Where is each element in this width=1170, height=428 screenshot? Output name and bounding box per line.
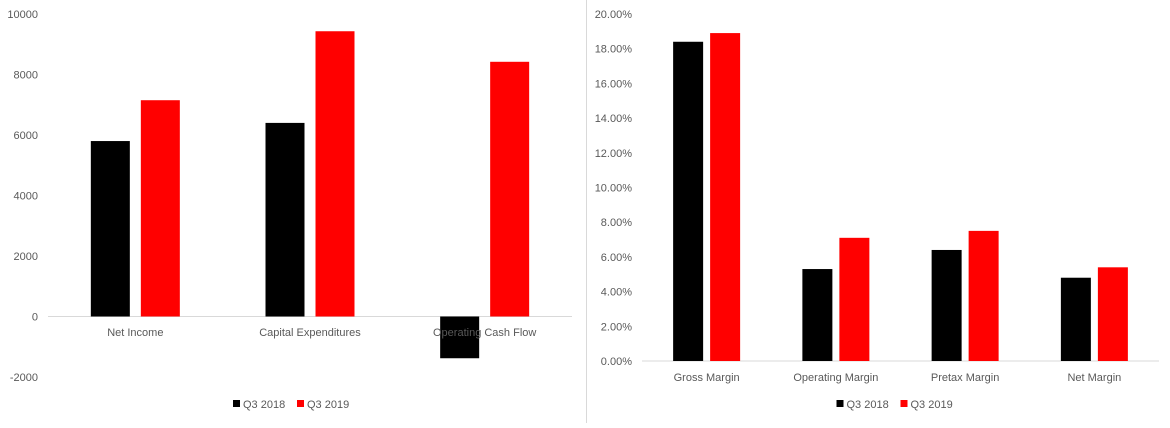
y-tick-label: 4.00% bbox=[601, 287, 632, 299]
y-tick-label: -2000 bbox=[10, 372, 38, 384]
legend-label: Q3 2018 bbox=[243, 399, 285, 411]
bar-q3-2018-net-margin bbox=[1060, 277, 1091, 361]
bar-q3-2019-pretax-margin bbox=[968, 230, 999, 361]
category-label: Pretax Margin bbox=[931, 372, 999, 384]
y-tick-label: 6.00% bbox=[601, 252, 632, 264]
bar-q3-2018-capital-expenditures bbox=[265, 122, 305, 317]
margins-bar-chart: 0.00% 2.00% 4.00% 6.00% 8.00% 10.00% 12.00% 14.… bbox=[595, 9, 1159, 411]
y-tick-label: 14.00% bbox=[595, 113, 633, 125]
y-tick-label: 10.00% bbox=[595, 183, 633, 195]
legend-swatch bbox=[836, 400, 844, 407]
category-label: Operating Cash Flow bbox=[433, 327, 536, 339]
bar-q3-2019-operating-cash-flow bbox=[490, 61, 530, 317]
category-label: Net Margin bbox=[1067, 372, 1121, 384]
category-label: Net Income bbox=[107, 327, 163, 339]
bar-q3-2018-pretax-margin bbox=[931, 249, 962, 361]
y-tick-label: 6000 bbox=[14, 130, 38, 142]
legend-label: Q3 2018 bbox=[847, 399, 889, 411]
bar-q3-2019-net-margin bbox=[1097, 267, 1128, 361]
y-tick-label: 16.00% bbox=[595, 78, 633, 90]
y-tick-label: 4000 bbox=[14, 191, 38, 203]
y-tick-label: 0.00% bbox=[601, 356, 632, 368]
margins-chart-panel: 0.00% 2.00% 4.00% 6.00% 8.00% 10.00% 12.00% 14.… bbox=[586, 0, 1170, 423]
bar-q3-2019-capital-expenditures bbox=[315, 31, 355, 317]
bar-q3-2019-net-income bbox=[140, 100, 180, 317]
y-tick-label: 18.00% bbox=[595, 44, 633, 56]
legend-swatch bbox=[297, 400, 304, 407]
y-tick-label: 2000 bbox=[14, 251, 38, 263]
bar-q3-2018-operating-margin bbox=[802, 269, 833, 361]
legend-swatch bbox=[900, 400, 908, 407]
y-tick-label: 20.00% bbox=[595, 9, 633, 21]
bar-q3-2019-gross-margin bbox=[710, 33, 741, 362]
legend-label: Q3 2019 bbox=[307, 399, 349, 411]
legend-swatch bbox=[233, 400, 240, 407]
bar-q3-2018-gross-margin bbox=[673, 41, 704, 361]
bar-q3-2018-operating-cash-flow bbox=[440, 316, 480, 359]
y-tick-label: 12.00% bbox=[595, 148, 633, 160]
legend-label: Q3 2019 bbox=[911, 399, 953, 411]
y-tick-label: 8.00% bbox=[601, 217, 632, 229]
bar-q3-2019-operating-margin bbox=[839, 237, 870, 361]
category-label: Capital Expenditures bbox=[259, 327, 361, 339]
cash-flow-bar-chart: -2000 0 2000 4000 6000 8000 10000 Net Income Cap… bbox=[7, 9, 572, 411]
y-tick-label: 8000 bbox=[14, 70, 38, 82]
y-tick-label: 2.00% bbox=[601, 321, 632, 333]
category-label: Operating Margin bbox=[793, 372, 878, 384]
y-tick-label: 10000 bbox=[7, 9, 38, 21]
y-tick-label: 0 bbox=[32, 312, 38, 324]
category-label: Gross Margin bbox=[674, 372, 740, 384]
bar-q3-2018-net-income bbox=[90, 141, 130, 317]
cash-flow-chart-panel: -2000 0 2000 4000 6000 8000 10000 Net Income Cap… bbox=[0, 0, 586, 423]
